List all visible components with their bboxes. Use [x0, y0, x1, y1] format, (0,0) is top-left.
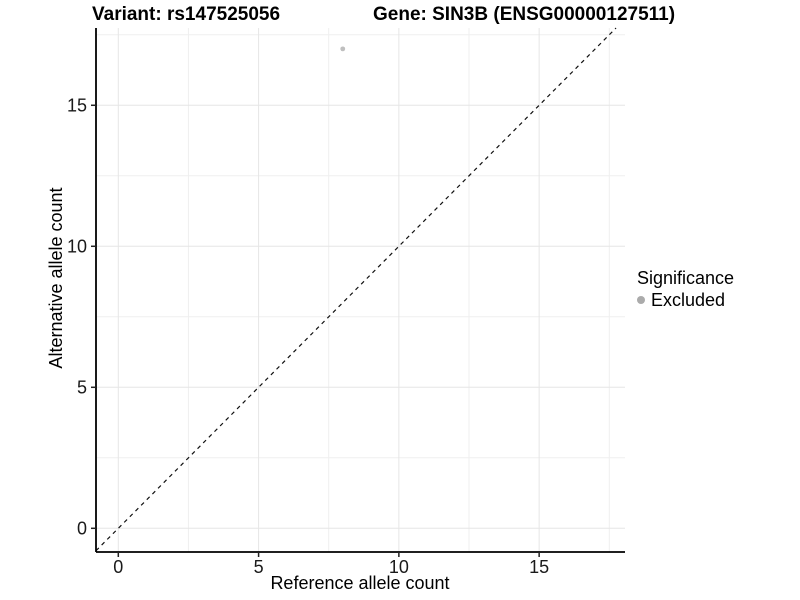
legend-item-excluded: Excluded [637, 290, 734, 310]
x-tick-label: 0 [113, 557, 123, 577]
y-tick-label: 0 [77, 518, 87, 538]
legend-title: Significance [637, 268, 735, 288]
x-tick-label: 5 [254, 557, 264, 577]
y-axis-title: Alternative allele count [46, 187, 66, 369]
x-tick-label: 15 [529, 557, 549, 577]
legend-point-icon [637, 296, 645, 304]
y-tick-label: 10 [67, 236, 87, 256]
y-tick-label: 5 [77, 377, 87, 397]
legend: Significance Excluded [637, 268, 734, 310]
plot-title-variant: Variant: rs147525056 [92, 4, 281, 25]
data-point [340, 46, 346, 52]
identity-dashed-line [95, 27, 617, 552]
x-tick-label: 10 [389, 557, 409, 577]
legend-item-label: Excluded [651, 290, 726, 310]
plot-title-gene: Gene: SIN3B (ENSG00000127511) [373, 4, 676, 25]
y-tick-label: 15 [67, 95, 87, 115]
x-axis-title: Reference allele count [270, 573, 450, 593]
